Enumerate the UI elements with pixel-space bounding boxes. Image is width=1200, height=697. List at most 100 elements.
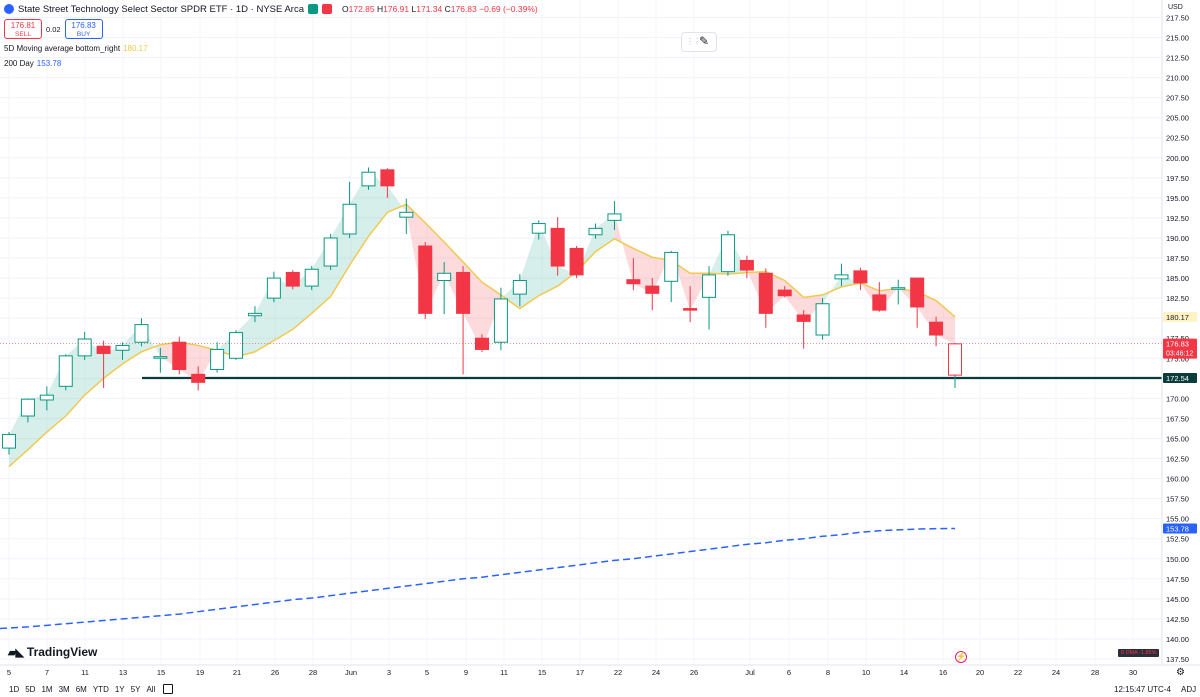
candle [664, 250, 679, 303]
ma5-price-tag: 180.17 [1163, 311, 1197, 322]
candle-body [683, 308, 698, 311]
candle [58, 354, 73, 391]
x-tick-label: 14 [900, 668, 908, 677]
tradingview-logo-icon: ▰◣ [8, 646, 24, 659]
x-tick-label: 28 [1091, 668, 1099, 677]
price-labels: 180.17 176.83 03:46:12 172.54 153.78 [1163, 311, 1197, 534]
symbol-logo-icon [4, 4, 14, 14]
x-tick-label: 10 [862, 668, 870, 677]
ma-fill-segment [822, 274, 842, 304]
x-tick-label: 30 [1129, 668, 1137, 677]
indicator-ma5-legend[interactable]: 5D Moving average bottom_right 180.17 [4, 44, 148, 53]
y-tick-label: 170.00 [1166, 394, 1189, 403]
period-6m[interactable]: 6M [75, 685, 87, 694]
candle-body [399, 211, 414, 218]
candle [2, 432, 16, 455]
period-all[interactable]: All [146, 685, 156, 694]
currency-label[interactable]: USD [1168, 4, 1183, 11]
y-tick-label: 185.00 [1166, 274, 1189, 283]
x-tick-label: 8 [826, 668, 830, 677]
lightning-icon[interactable]: ⚡ [955, 651, 967, 663]
sell-button[interactable]: 176.81 SELL [4, 19, 42, 39]
period-5d[interactable]: 5D [25, 685, 36, 694]
candle [948, 343, 962, 388]
candle [266, 271, 281, 303]
candle [247, 306, 262, 323]
floating-toolbar[interactable]: ⋮⋮ ✎ [681, 32, 717, 52]
candle-body [418, 245, 433, 314]
candle-body [550, 227, 565, 267]
candle [569, 246, 584, 279]
candle-body [569, 247, 584, 276]
y-tick-label: 205.00 [1166, 114, 1189, 123]
candle-body [777, 289, 792, 297]
x-tick-label: 28 [309, 668, 317, 677]
candle-body [512, 279, 527, 295]
candle [626, 258, 641, 291]
indicator-ma200-legend[interactable]: 200 Day 153.78 [4, 59, 62, 68]
y-tick-label: 155.00 [1166, 515, 1189, 524]
candle-body [456, 271, 471, 314]
x-tick-label: 16 [939, 668, 947, 677]
buy-button[interactable]: 176.83 BUY [64, 19, 103, 39]
candle [853, 267, 868, 291]
ma-fill-segment [671, 252, 691, 311]
support-price-tag: 172.54 [1163, 373, 1197, 384]
candle [777, 286, 792, 298]
candle [910, 277, 925, 328]
market-open-icon [308, 4, 318, 14]
x-tick-label: Jul [745, 668, 755, 677]
candle-body [531, 223, 546, 234]
y-tick-label: 192.50 [1166, 214, 1189, 223]
period-1m[interactable]: 1M [41, 685, 53, 694]
ma200-polyline [0, 527, 956, 630]
calendar-icon[interactable] [163, 684, 173, 694]
symbol-title[interactable]: State Street Technology Select Sector SP… [18, 3, 304, 15]
y-tick-label: 147.50 [1166, 575, 1189, 584]
candle [304, 266, 319, 291]
period-1y[interactable]: 1Y [114, 685, 125, 694]
candle-body [664, 251, 679, 282]
tradingview-logo[interactable]: ▰◣ TradingView [8, 645, 98, 659]
candle [115, 342, 130, 360]
candle-body [77, 338, 92, 357]
candle [512, 274, 527, 307]
clock[interactable]: 12:15:47 UTC-4 [1114, 685, 1171, 694]
candle-body [153, 356, 168, 359]
y-tick-label: 215.00 [1166, 34, 1189, 43]
candle [285, 270, 300, 290]
settings-gear-icon[interactable]: ⚙ [1176, 667, 1185, 678]
adjust-toggle[interactable]: ADJ [1181, 685, 1197, 694]
y-tick-label: 167.50 [1166, 414, 1189, 423]
x-tick-label: 22 [1014, 668, 1022, 677]
ma-fill-segment [141, 324, 161, 357]
x-tick-label: 24 [652, 668, 660, 677]
period-3m[interactable]: 3M [58, 685, 70, 694]
candle-body [191, 373, 206, 383]
period-selector: 1D 5D 1M 3M 6M YTD 1Y 5Y All [9, 685, 155, 694]
y-tick-label: 145.00 [1166, 595, 1189, 604]
candle-body [796, 314, 811, 322]
candle-body [323, 237, 338, 267]
candle-body [815, 303, 830, 336]
candle [380, 168, 395, 198]
candle [607, 201, 622, 230]
period-ytd[interactable]: YTD [92, 685, 109, 694]
y-tick-label: 160.00 [1166, 475, 1189, 484]
drag-handle-icon[interactable]: ⋮⋮ [686, 37, 701, 46]
chart-legend: State Street Technology Select Sector SP… [4, 2, 538, 71]
drawing-tool-icon[interactable]: ✎ [699, 34, 710, 48]
candle [645, 278, 660, 311]
svg-text:180.17: 180.17 [1166, 313, 1189, 322]
trade-buttons: 176.81 SELL 0.02 176.83 BUY [4, 19, 538, 39]
x-tick-label: 20 [976, 668, 984, 677]
period-1d[interactable]: 1D [9, 685, 20, 694]
candle [323, 233, 338, 271]
ma-fill-segment [519, 223, 539, 309]
time-axis: 5 7 11 13 15 19 21 26 28 Jun 3 5 9 11 15 17 22 24 26 Jul 6 8 1… [7, 668, 1137, 677]
candle-body [247, 312, 262, 317]
y-tick-label: 152.50 [1166, 535, 1189, 544]
candle-body [910, 277, 925, 308]
period-5y[interactable]: 5Y [130, 685, 141, 694]
